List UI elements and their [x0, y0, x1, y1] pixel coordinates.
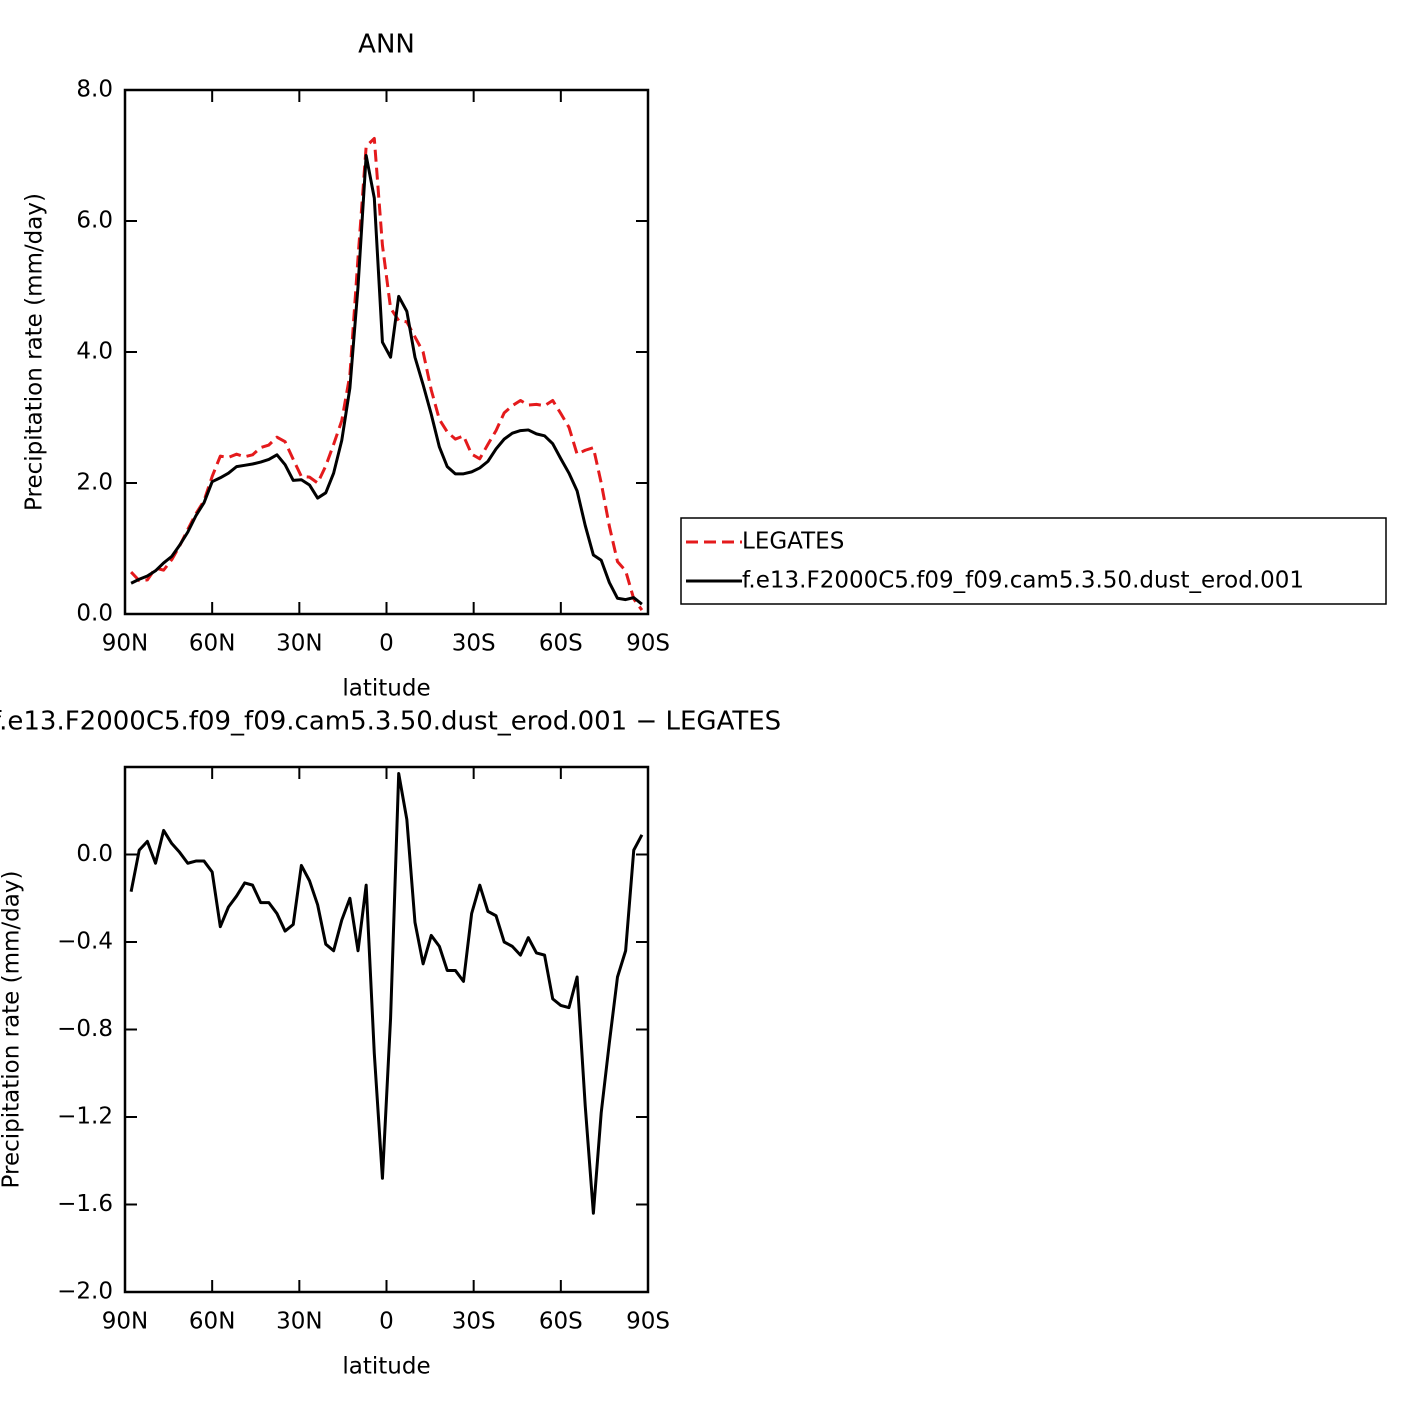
y-tick-label: −1.6	[57, 1191, 113, 1217]
x-tick-label: 30S	[452, 631, 496, 657]
x-tick-label: 60S	[539, 1309, 583, 1335]
y-tick-label: 0.0	[76, 601, 113, 627]
data-line	[130, 154, 643, 606]
y-axis-label: Precipitation rate (mm/day)	[0, 871, 25, 1189]
x-tick-label: 90N	[102, 1309, 148, 1335]
y-tick-label: 2.0	[76, 470, 113, 496]
x-tick-label: 30S	[452, 1309, 496, 1335]
y-tick-label: −1.2	[57, 1104, 113, 1130]
legend-label: f.e13.F2000C5.f09_f09.cam5.3.50.dust_ero…	[742, 568, 1304, 594]
x-tick-label: 60N	[189, 631, 235, 657]
legend-box	[680, 517, 1387, 605]
y-tick-label: 8.0	[76, 77, 113, 103]
x-axis-label: latitude	[342, 676, 430, 702]
y-tick-label: 4.0	[76, 339, 113, 365]
legend-label: LEGATES	[742, 529, 844, 555]
x-tick-label: 30N	[276, 631, 322, 657]
chart-title: f.e13.F2000C5.f09_f09.cam5.3.50.dust_ero…	[0, 707, 781, 737]
plot-frame	[123, 88, 650, 616]
x-tick-label: 0	[379, 1309, 394, 1335]
x-tick-label: 90S	[626, 631, 670, 657]
y-tick-label: 0.0	[76, 841, 113, 867]
y-tick-label: −2.0	[57, 1279, 113, 1305]
chart-title: ANN	[358, 30, 415, 60]
x-tick-label: 90S	[626, 1309, 670, 1335]
plot-frame	[123, 765, 650, 1294]
y-tick-label: 6.0	[76, 208, 113, 234]
x-tick-label: 90N	[102, 631, 148, 657]
data-line	[129, 772, 644, 1215]
y-tick-label: −0.4	[57, 929, 113, 955]
x-axis-label: latitude	[342, 1354, 430, 1380]
y-axis-label: Precipitation rate (mm/day)	[22, 193, 48, 511]
x-tick-label: 60S	[539, 631, 583, 657]
y-tick-label: −0.8	[57, 1016, 113, 1042]
x-tick-label: 60N	[189, 1309, 235, 1335]
data-line	[130, 136, 644, 611]
x-tick-label: 30N	[276, 1309, 322, 1335]
x-tick-label: 0	[379, 631, 394, 657]
